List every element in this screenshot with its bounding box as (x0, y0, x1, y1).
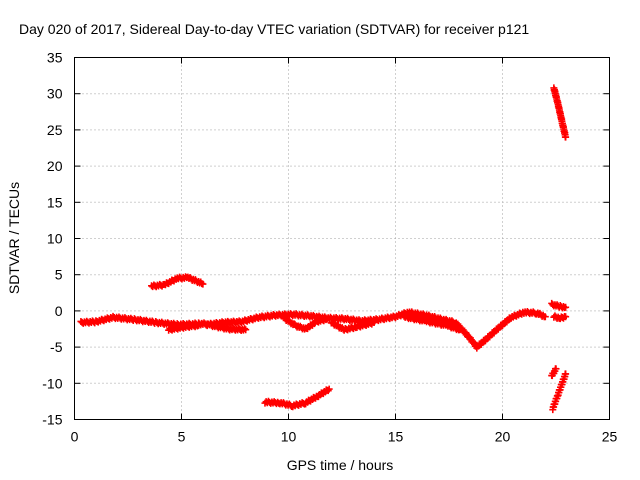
x-tick-label: 15 (388, 429, 404, 445)
data-point (562, 370, 570, 378)
x-tick-label: 10 (281, 429, 297, 445)
data-point (562, 133, 570, 141)
data-point (325, 385, 333, 393)
data-series (77, 84, 570, 414)
series-arc-14 (549, 370, 570, 414)
series-arc-6 (280, 313, 331, 333)
data-point (199, 280, 207, 288)
data-point (195, 321, 203, 329)
y-tick-label: 0 (55, 303, 63, 319)
x-tick-label: 5 (178, 429, 186, 445)
y-tick-label: 20 (47, 158, 63, 174)
data-point (242, 326, 250, 334)
y-tick-label: 5 (55, 267, 63, 283)
y-axis-label: SDTVAR / TECUs (6, 182, 22, 294)
x-axis-label: GPS time / hours (287, 457, 394, 473)
y-tick-label: 30 (47, 86, 63, 102)
y-tick-label: -5 (50, 339, 63, 355)
x-tick-label: 20 (495, 429, 511, 445)
series-arc-8 (400, 312, 464, 334)
y-tick-label: 35 (47, 50, 63, 66)
data-point (370, 318, 378, 326)
axis-ticks: 0 5 10 15 20 25 -15 -10 -5 0 5 10 15 20 25 30 35 (42, 50, 617, 445)
x-tick-label: 25 (602, 429, 618, 445)
y-tick-label: 25 (47, 122, 63, 138)
series-arc-12 (550, 312, 570, 323)
grid-lines (74, 57, 610, 420)
chart-title: Day 020 of 2017, Sidereal Day-to-day VTE… (19, 21, 529, 37)
series-arc-2 (165, 321, 203, 334)
series-arc-5 (207, 321, 250, 335)
data-point (552, 365, 560, 373)
series-arc-3 (148, 273, 207, 291)
data-point (562, 303, 570, 311)
series-arc-7 (327, 318, 378, 334)
y-tick-label: -15 (42, 412, 62, 428)
y-tick-label: 10 (47, 231, 63, 247)
series-arc-4 (203, 308, 549, 352)
series-arc-13 (548, 365, 560, 380)
series-arc-11 (548, 299, 570, 312)
y-tick-label: -10 (42, 375, 62, 391)
y-tick-label: 15 (47, 194, 63, 210)
data-point (562, 313, 570, 321)
series-arc-10 (550, 84, 570, 141)
data-point (456, 326, 464, 334)
data-point (241, 325, 249, 333)
x-tick-label: 0 (71, 429, 79, 445)
series-arc-9 (261, 385, 333, 411)
data-point (323, 315, 331, 323)
data-point (541, 313, 549, 321)
